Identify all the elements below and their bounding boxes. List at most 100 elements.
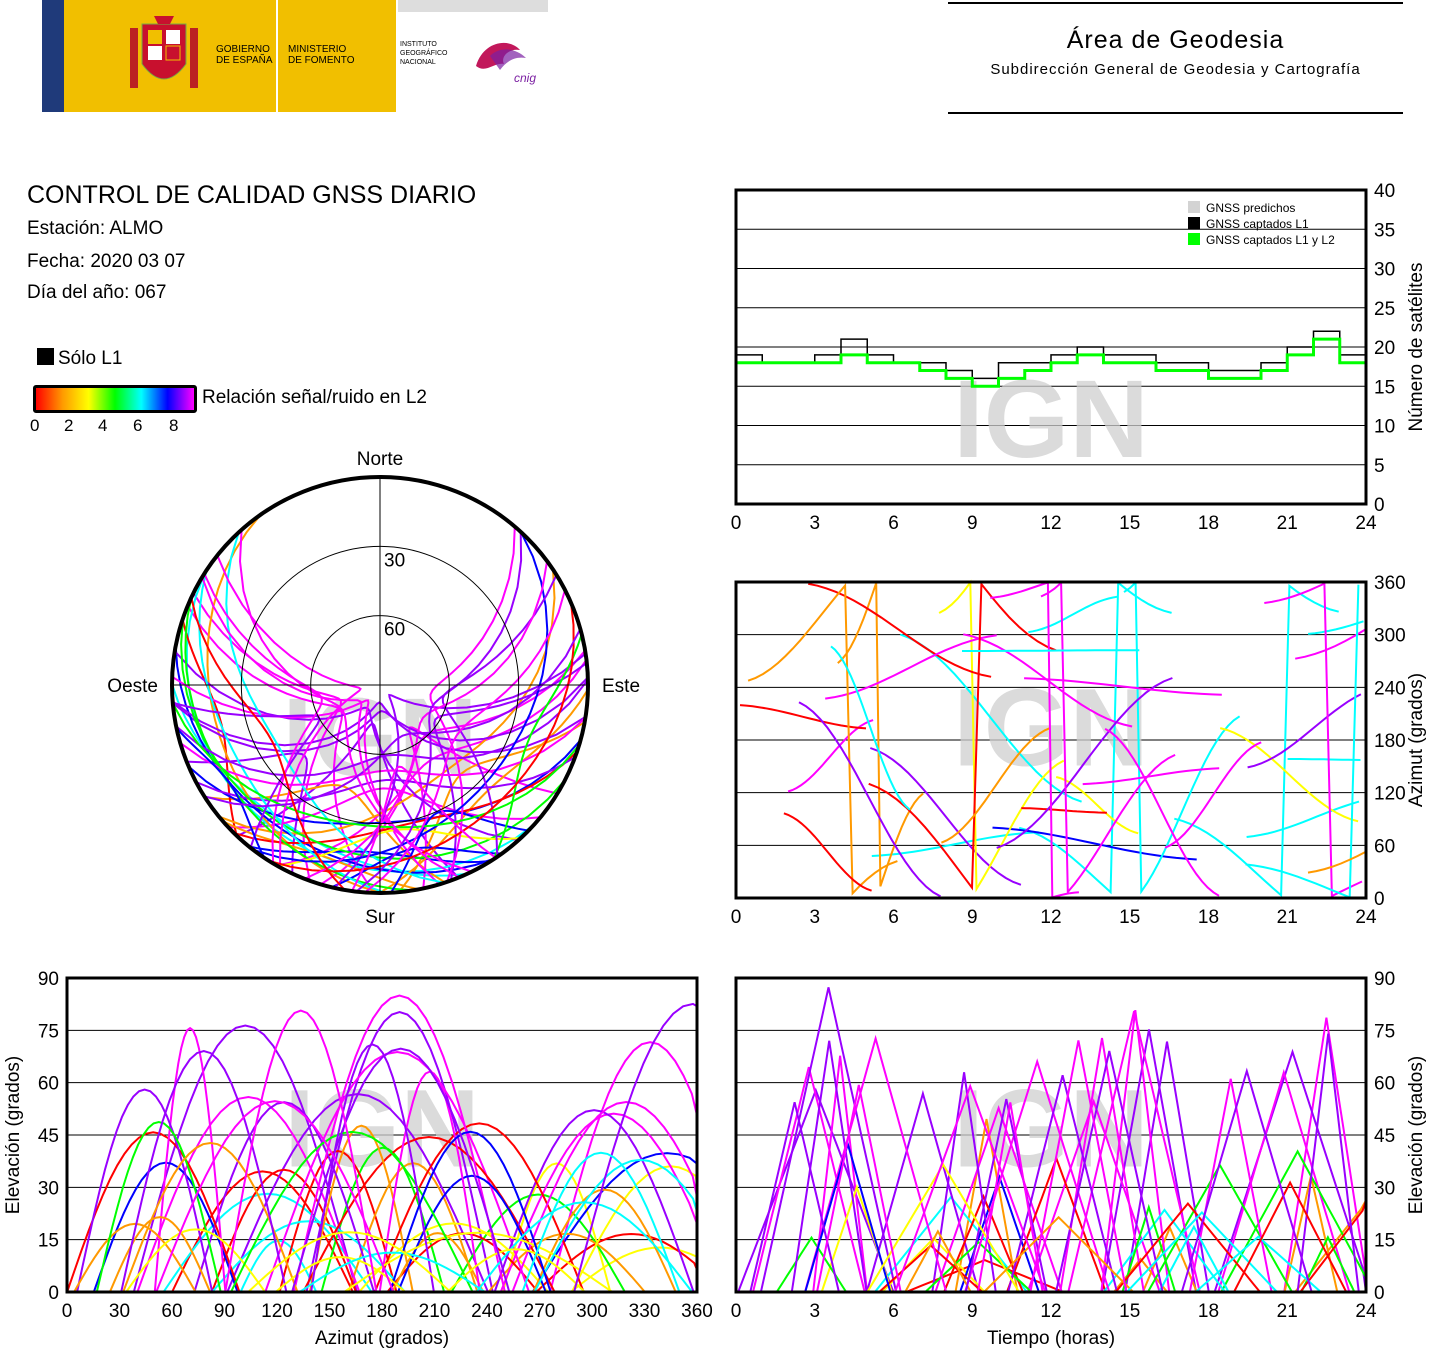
y-tick-label: 60 xyxy=(1374,1074,1395,1095)
station-label: Estación: ALMO xyxy=(27,218,164,239)
satellite-track xyxy=(1219,727,1359,823)
x-tick-label: 21 xyxy=(1277,1301,1298,1322)
header-logos: GOBIERNO DE ESPAÑA MINISTERIO DE FOMENTO I… xyxy=(42,0,548,112)
x-tick-label: 15 xyxy=(1119,907,1140,928)
snr-tick-2: 2 xyxy=(64,416,74,435)
snr-label: Relación señal/ruido en L2 xyxy=(202,387,427,408)
satellite-track xyxy=(1028,595,1118,634)
y-tick-label: 0 xyxy=(1374,1283,1385,1304)
plot-frame xyxy=(65,976,699,1294)
satellite-track xyxy=(204,628,582,808)
satellite-track xyxy=(308,1124,414,1293)
satellite-track xyxy=(1220,1149,1367,1293)
satellite-track xyxy=(1213,1048,1367,1293)
satellite-track xyxy=(964,1098,1048,1293)
satellite-track xyxy=(1287,758,1361,761)
y-tick-label: 0 xyxy=(1374,495,1385,516)
satellite-track xyxy=(825,634,997,700)
satellite-track xyxy=(186,752,309,874)
y-tick-label: 60 xyxy=(1374,836,1395,857)
satellite-track xyxy=(1055,1050,1164,1293)
satellite-track xyxy=(475,1201,693,1293)
x-tick-label: 15 xyxy=(1119,513,1140,534)
satellite-track xyxy=(1018,580,1172,895)
satellite-track xyxy=(397,1174,547,1293)
x-tick-label: 60 xyxy=(161,1301,182,1322)
satellite-track xyxy=(216,555,362,868)
satellite-track xyxy=(1021,807,1107,814)
ign-watermark: IGN xyxy=(953,358,1149,481)
satellite-track xyxy=(954,1118,1019,1293)
satellite-track xyxy=(95,1120,222,1293)
satellite-track xyxy=(331,846,503,889)
x-tick-label: 12 xyxy=(1040,513,1061,534)
y-tick-label: 75 xyxy=(1374,1021,1395,1042)
y-axis-label: Elevación (grados) xyxy=(1406,1056,1427,1214)
satellite-track xyxy=(228,787,541,829)
satellite-track xyxy=(373,1122,585,1293)
area-title-box: Área de Geodesia Subdirección General de… xyxy=(948,2,1403,114)
x-tick-label: 30 xyxy=(109,1301,130,1322)
satellite-track xyxy=(1114,1202,1261,1293)
satellite-track xyxy=(1195,1235,1322,1293)
y-tick-label: 45 xyxy=(38,1126,59,1147)
snr-tick-0: 0 xyxy=(30,416,40,435)
legend-swatch xyxy=(1188,217,1200,229)
x-tick-label: 0 xyxy=(731,907,742,928)
cnig-logo-text: cnig xyxy=(514,71,536,85)
satellite-track xyxy=(983,1215,1134,1293)
satellite-track xyxy=(931,1072,997,1293)
satellite-track xyxy=(1246,800,1360,838)
y-tick-label: 5 xyxy=(1374,456,1385,477)
satellite-track xyxy=(1123,580,1241,895)
x-tick-label: 24 xyxy=(1355,907,1377,928)
report-title: CONTROL DE CALIDAD GNSS DIARIO xyxy=(27,181,477,209)
snr-tick-8: 8 xyxy=(169,416,179,435)
satellite-track xyxy=(868,581,1057,891)
satellite-track xyxy=(333,652,587,889)
satellite-track xyxy=(180,618,566,860)
satellite-track xyxy=(175,727,266,859)
snr-tick-6: 6 xyxy=(133,416,143,435)
satellite-track xyxy=(203,573,323,864)
satellite-track xyxy=(302,1135,556,1293)
satellite-track xyxy=(837,582,924,887)
satellite-track xyxy=(1007,1074,1118,1293)
cnig-logo-icon: cnig xyxy=(476,42,536,85)
area-subtitle: Subdirección General de Geodesia y Carto… xyxy=(990,61,1361,78)
legend-swatch xyxy=(1188,233,1200,245)
satellite-track xyxy=(990,581,1079,899)
x-axis-label: Tiempo (horas) xyxy=(987,1328,1115,1349)
satellite-track xyxy=(492,633,583,860)
x-tick-label: 120 xyxy=(261,1301,293,1322)
x-tick-label: 210 xyxy=(419,1301,451,1322)
satellite-track xyxy=(204,783,446,884)
satellite-track xyxy=(869,747,1022,886)
satellite-track xyxy=(747,582,898,896)
satellite-track xyxy=(894,1083,1047,1293)
date-label: Fecha: 2020 03 07 xyxy=(27,251,186,272)
satellite-track xyxy=(783,812,872,892)
satellite-track xyxy=(1029,1040,1128,1293)
y-tick-label: 15 xyxy=(1374,377,1395,398)
satellite-track xyxy=(532,1188,677,1293)
satellite-track xyxy=(378,688,589,894)
satellite-track xyxy=(962,649,1140,652)
satellite-track xyxy=(943,1193,1024,1293)
x-tick-label: 0 xyxy=(731,1301,742,1322)
satellite-track xyxy=(175,679,589,777)
x-tick-label: 150 xyxy=(314,1301,346,1322)
elevation-azimuth-chart: 0 15 30 45 60 75 90 0 30 60 90 120 150 180 210 240 270 30… xyxy=(3,969,713,1349)
x-axis-label: Azimut (grados) xyxy=(315,1328,449,1349)
y-tick-label: 300 xyxy=(1374,626,1406,647)
satellite-track xyxy=(238,529,473,873)
y-tick-label: 90 xyxy=(1374,969,1395,990)
y-axis-label: Número de satélites xyxy=(1406,263,1427,432)
satellite-track xyxy=(1264,582,1363,898)
satellite-track xyxy=(179,717,587,786)
ign-logo: INSTITUTO GEOGRÁFICO NACIONAL cnig xyxy=(398,12,548,112)
y-tick-label: 240 xyxy=(1374,678,1406,699)
west-label: Oeste xyxy=(107,676,158,697)
satellite-track xyxy=(291,1047,511,1293)
satellite-track xyxy=(737,1087,895,1293)
